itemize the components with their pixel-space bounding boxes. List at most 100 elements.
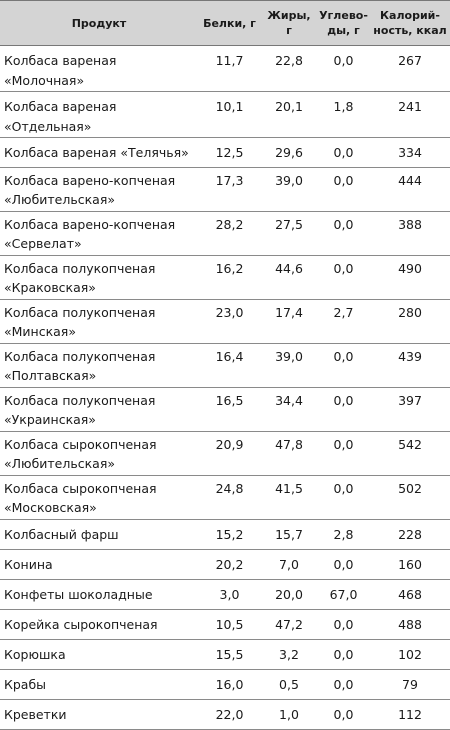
product-name: Колбаса вареная «Молочная» <box>0 45 198 92</box>
table-row: Корюшка 15,5 3,2 0,0 102 <box>0 639 450 670</box>
fat-value: 20,1 <box>261 91 317 138</box>
carbs-value: 2,7 <box>317 299 370 344</box>
carbs-value: 2,8 <box>317 519 370 550</box>
protein-value: 12,5 <box>198 137 261 168</box>
fat-value: 47,2 <box>261 609 317 640</box>
carbs-value: 0,0 <box>317 669 370 700</box>
calories-value: 241 <box>370 91 450 138</box>
product-name: Колбаса вареная «Отдельная» <box>0 91 198 138</box>
calories-value: 79 <box>370 669 450 700</box>
header-carbs: Углево-ды, г <box>317 0 370 46</box>
protein-value: 17,3 <box>198 167 261 212</box>
carbs-value: 0,0 <box>317 431 370 476</box>
product-name: Колбасный фарш <box>0 519 198 550</box>
product-name: Колбаса полукопченая «Украинская» <box>0 387 198 432</box>
product-name: Колбаса варено-копченая «Сервелат» <box>0 211 198 256</box>
calories-value: 388 <box>370 211 450 256</box>
carbs-value: 0,0 <box>317 45 370 92</box>
protein-value: 16,2 <box>198 255 261 300</box>
product-name: Колбаса полукопченая «Краковская» <box>0 255 198 300</box>
carbs-value: 0,0 <box>317 387 370 432</box>
table-row: Креветки 22,0 1,0 0,0 112 <box>0 699 450 730</box>
fat-value: 34,4 <box>261 387 317 432</box>
calories-value: 280 <box>370 299 450 344</box>
fat-value: 20,0 <box>261 579 317 610</box>
calories-value: 439 <box>370 343 450 388</box>
fat-value: 29,6 <box>261 137 317 168</box>
table-row: Колбаса вареная «Телячья» 12,5 29,6 0,0 … <box>0 137 450 168</box>
product-name: Колбаса вареная «Телячья» <box>0 137 198 168</box>
carbs-value: 0,0 <box>317 699 370 730</box>
protein-value: 16,5 <box>198 387 261 432</box>
product-name: Конфеты шоколадные <box>0 579 198 610</box>
protein-value: 23,0 <box>198 299 261 344</box>
protein-value: 22,0 <box>198 699 261 730</box>
table-row: Колбаса полукопченая «Краковская» 16,2 4… <box>0 255 450 300</box>
table-row: Колбаса полукопченая «Полтавская» 16,4 3… <box>0 343 450 388</box>
protein-value: 11,7 <box>198 45 261 92</box>
protein-value: 28,2 <box>198 211 261 256</box>
protein-value: 16,4 <box>198 343 261 388</box>
table-row: Корейка сырокопченая 10,5 47,2 0,0 488 <box>0 609 450 640</box>
fat-value: 39,0 <box>261 167 317 212</box>
protein-value: 20,9 <box>198 431 261 476</box>
protein-value: 15,2 <box>198 519 261 550</box>
table-row: Колбаса варено-копченая «Любительская» 1… <box>0 167 450 212</box>
product-name: Креветки <box>0 699 198 730</box>
calories-value: 267 <box>370 45 450 92</box>
protein-value: 24,8 <box>198 475 261 520</box>
product-name: Колбаса полукопченая «Полтавская» <box>0 343 198 388</box>
product-name: Крабы <box>0 669 198 700</box>
calories-value: 502 <box>370 475 450 520</box>
product-name: Колбаса сырокопченая «Московская» <box>0 475 198 520</box>
carbs-value: 0,0 <box>317 343 370 388</box>
calories-value: 112 <box>370 699 450 730</box>
calories-value: 102 <box>370 639 450 670</box>
table-body: Колбаса вареная «Молочная» 11,7 22,8 0,0… <box>0 45 450 730</box>
fat-value: 27,5 <box>261 211 317 256</box>
product-name: Колбаса варено-копченая «Любительская» <box>0 167 198 212</box>
table-row: Колбаса сырокопченая «Московская» 24,8 4… <box>0 475 450 520</box>
product-name: Конина <box>0 549 198 580</box>
carbs-value: 67,0 <box>317 579 370 610</box>
table-row: Конфеты шоколадные 3,0 20,0 67,0 468 <box>0 579 450 610</box>
calories-value: 542 <box>370 431 450 476</box>
header-row: Продукт Белки, г Жиры, г Углево-ды, г Ка… <box>0 0 450 46</box>
calories-value: 468 <box>370 579 450 610</box>
protein-value: 15,5 <box>198 639 261 670</box>
calories-value: 490 <box>370 255 450 300</box>
product-name: Колбаса сырокопченая «Любительская» <box>0 431 198 476</box>
protein-value: 10,5 <box>198 609 261 640</box>
calories-value: 228 <box>370 519 450 550</box>
fat-value: 0,5 <box>261 669 317 700</box>
calories-value: 444 <box>370 167 450 212</box>
table-row: Колбаса вареная «Молочная» 11,7 22,8 0,0… <box>0 45 450 92</box>
carbs-value: 1,8 <box>317 91 370 138</box>
carbs-value: 0,0 <box>317 211 370 256</box>
fat-value: 22,8 <box>261 45 317 92</box>
calories-value: 488 <box>370 609 450 640</box>
fat-value: 41,5 <box>261 475 317 520</box>
product-name: Колбаса полукопченая «Минская» <box>0 299 198 344</box>
protein-value: 10,1 <box>198 91 261 138</box>
header-protein: Белки, г <box>198 0 261 46</box>
calories-value: 397 <box>370 387 450 432</box>
carbs-value: 0,0 <box>317 137 370 168</box>
table-row: Колбаса варено-копченая «Сервелат» 28,2 … <box>0 211 450 256</box>
product-name: Корюшка <box>0 639 198 670</box>
carbs-value: 0,0 <box>317 549 370 580</box>
carbs-value: 0,0 <box>317 609 370 640</box>
table-header: Продукт Белки, г Жиры, г Углево-ды, г Ка… <box>0 0 450 46</box>
carbs-value: 0,0 <box>317 639 370 670</box>
fat-value: 3,2 <box>261 639 317 670</box>
carbs-value: 0,0 <box>317 475 370 520</box>
carbs-value: 0,0 <box>317 255 370 300</box>
protein-value: 16,0 <box>198 669 261 700</box>
fat-value: 15,7 <box>261 519 317 550</box>
calories-value: 160 <box>370 549 450 580</box>
table-row: Колбасный фарш 15,2 15,7 2,8 228 <box>0 519 450 550</box>
calories-value: 334 <box>370 137 450 168</box>
product-name: Корейка сырокопченая <box>0 609 198 640</box>
table-row: Колбаса вареная «Отдельная» 10,1 20,1 1,… <box>0 91 450 138</box>
